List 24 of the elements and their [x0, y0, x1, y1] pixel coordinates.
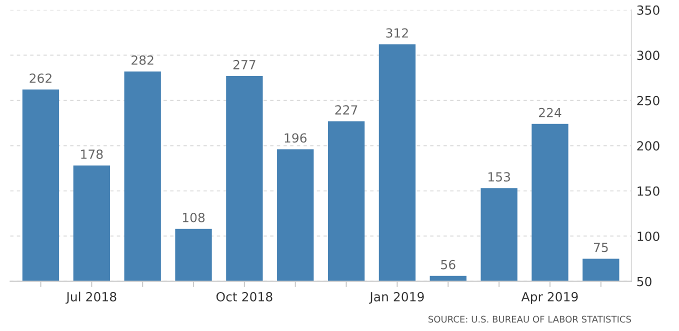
data-label: 153 [488, 172, 510, 182]
data-label: 277 [233, 60, 256, 70]
x-tick-label: Jul 2018 [66, 292, 116, 304]
data-label: 282 [132, 55, 154, 65]
data-label: 196 [284, 133, 307, 143]
y-tick-label: 100 [638, 232, 660, 242]
data-label: 56 [441, 260, 456, 270]
y-tick-label: 350 [637, 5, 660, 15]
x-tick-label: Apr 2019 [521, 292, 578, 304]
data-label: 312 [386, 28, 408, 38]
data-label: 224 [538, 108, 562, 118]
y-tick-label: 250 [637, 96, 660, 106]
source-note: SOURCE: U.S. BUREAU OF LABOR STATISTICS [428, 316, 631, 323]
data-label: 227 [335, 105, 358, 114]
data-label: 178 [81, 150, 103, 159]
y-tick-label: 50 [637, 276, 652, 286]
x-tick-label: Jan 2019 [369, 292, 424, 304]
y-tick-label: 150 [638, 186, 660, 196]
y-tick-label: 300 [637, 50, 660, 60]
y-tick-label: 200 [637, 141, 660, 151]
x-tick-label: Oct 2018 [216, 292, 272, 302]
data-label: 108 [182, 212, 205, 222]
data-label: 262 [30, 74, 52, 83]
data-label: 75 [594, 242, 608, 252]
